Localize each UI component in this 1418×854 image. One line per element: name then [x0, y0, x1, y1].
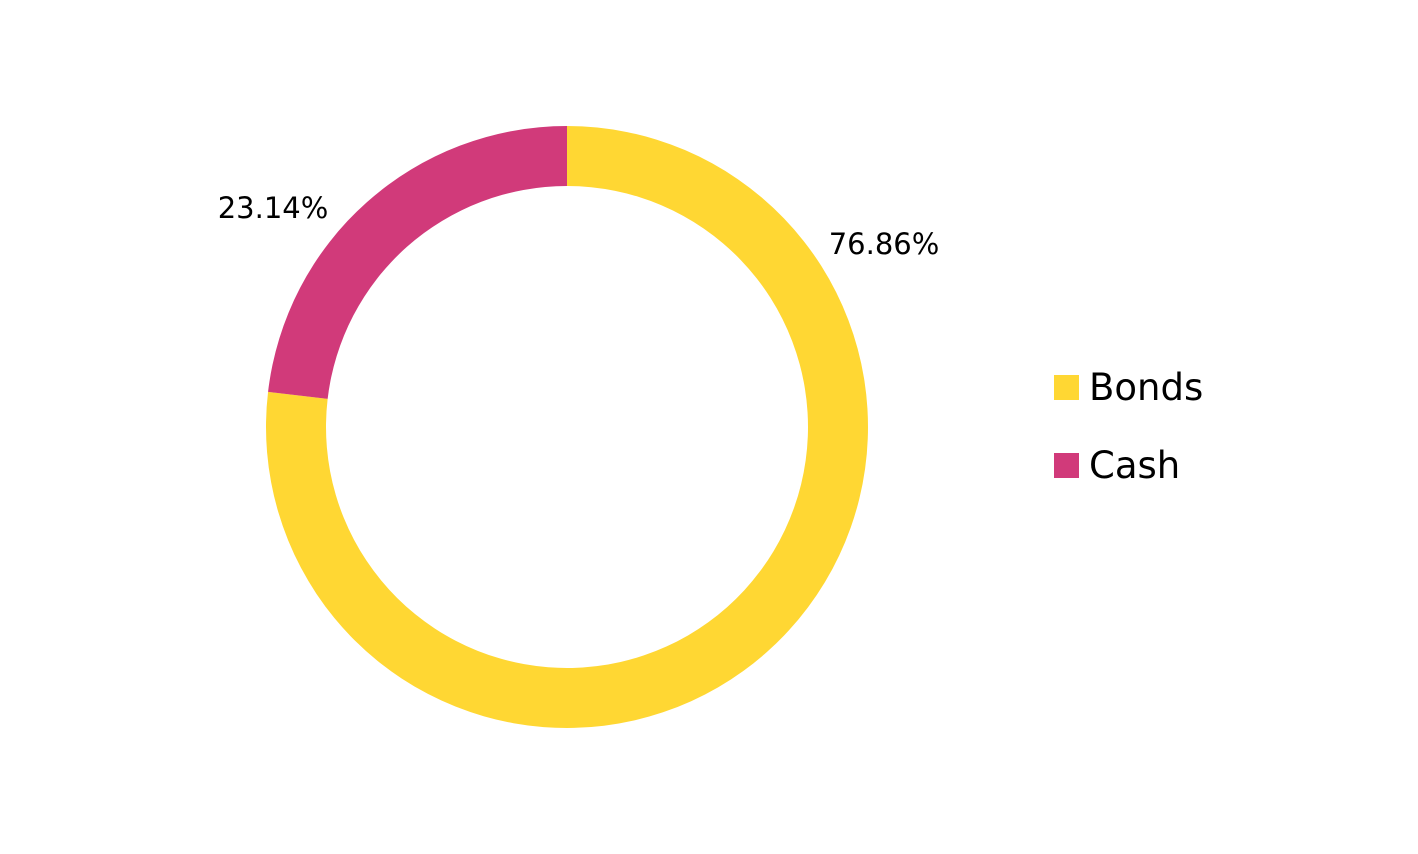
legend-item-bonds: Bonds — [1054, 366, 1203, 409]
legend: Bonds Cash — [1054, 366, 1203, 487]
donut-slices — [265, 125, 868, 728]
legend-item-cash: Cash — [1054, 444, 1180, 487]
legend-swatch-bonds — [1054, 375, 1079, 400]
slice-label-bonds: 76.86% — [829, 227, 940, 261]
legend-label-bonds: Bonds — [1089, 366, 1203, 409]
slice-labels: 76.86% 23.14% — [218, 191, 940, 261]
slice-label-cash: 23.14% — [218, 191, 329, 225]
slice-cash — [268, 125, 567, 399]
legend-swatch-cash — [1054, 453, 1079, 478]
legend-label-cash: Cash — [1089, 444, 1180, 487]
